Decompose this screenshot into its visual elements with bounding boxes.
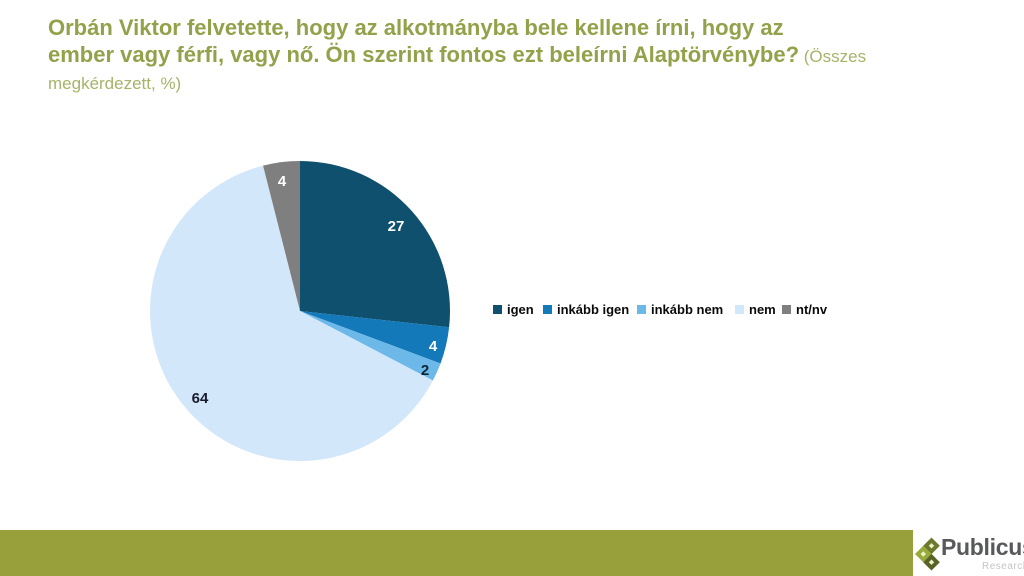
svg-text:2: 2: [421, 362, 429, 379]
svg-text:64: 64: [192, 390, 209, 407]
svg-text:4: 4: [278, 173, 287, 190]
svg-text:27: 27: [388, 218, 405, 235]
svg-text:4: 4: [429, 338, 438, 355]
